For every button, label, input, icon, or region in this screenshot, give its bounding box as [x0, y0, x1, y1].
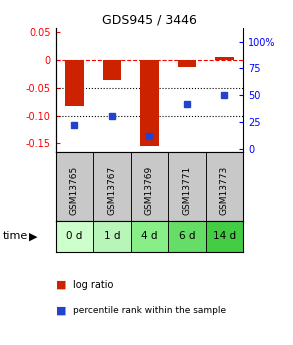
Bar	[65, 60, 84, 106]
Bar	[168, 152, 206, 221]
Bar	[140, 60, 159, 146]
Text: GSM13765: GSM13765	[70, 166, 79, 215]
Text: GSM13767: GSM13767	[108, 166, 116, 215]
Text: 6 d: 6 d	[179, 231, 195, 241]
Bar	[206, 152, 243, 221]
Text: ■: ■	[56, 306, 66, 315]
Text: 0 d: 0 d	[66, 231, 83, 241]
Bar	[215, 57, 234, 60]
Bar	[93, 221, 131, 252]
Title: GDS945 / 3446: GDS945 / 3446	[102, 13, 197, 27]
Bar	[131, 221, 168, 252]
Text: ■: ■	[56, 280, 66, 289]
Text: percentile rank within the sample: percentile rank within the sample	[73, 306, 226, 315]
Text: GSM13771: GSM13771	[183, 166, 191, 215]
Text: ▶: ▶	[29, 231, 38, 241]
Bar	[93, 152, 131, 221]
Text: 4 d: 4 d	[141, 231, 158, 241]
Text: GSM13773: GSM13773	[220, 166, 229, 215]
Bar	[178, 60, 196, 67]
Bar	[206, 221, 243, 252]
Text: GSM13769: GSM13769	[145, 166, 154, 215]
Text: 14 d: 14 d	[213, 231, 236, 241]
Text: time: time	[3, 231, 28, 241]
Text: 1 d: 1 d	[104, 231, 120, 241]
Bar	[131, 152, 168, 221]
Bar	[103, 60, 121, 80]
Text: log ratio: log ratio	[73, 280, 114, 289]
Bar	[56, 221, 93, 252]
Bar	[56, 152, 93, 221]
Bar	[168, 221, 206, 252]
